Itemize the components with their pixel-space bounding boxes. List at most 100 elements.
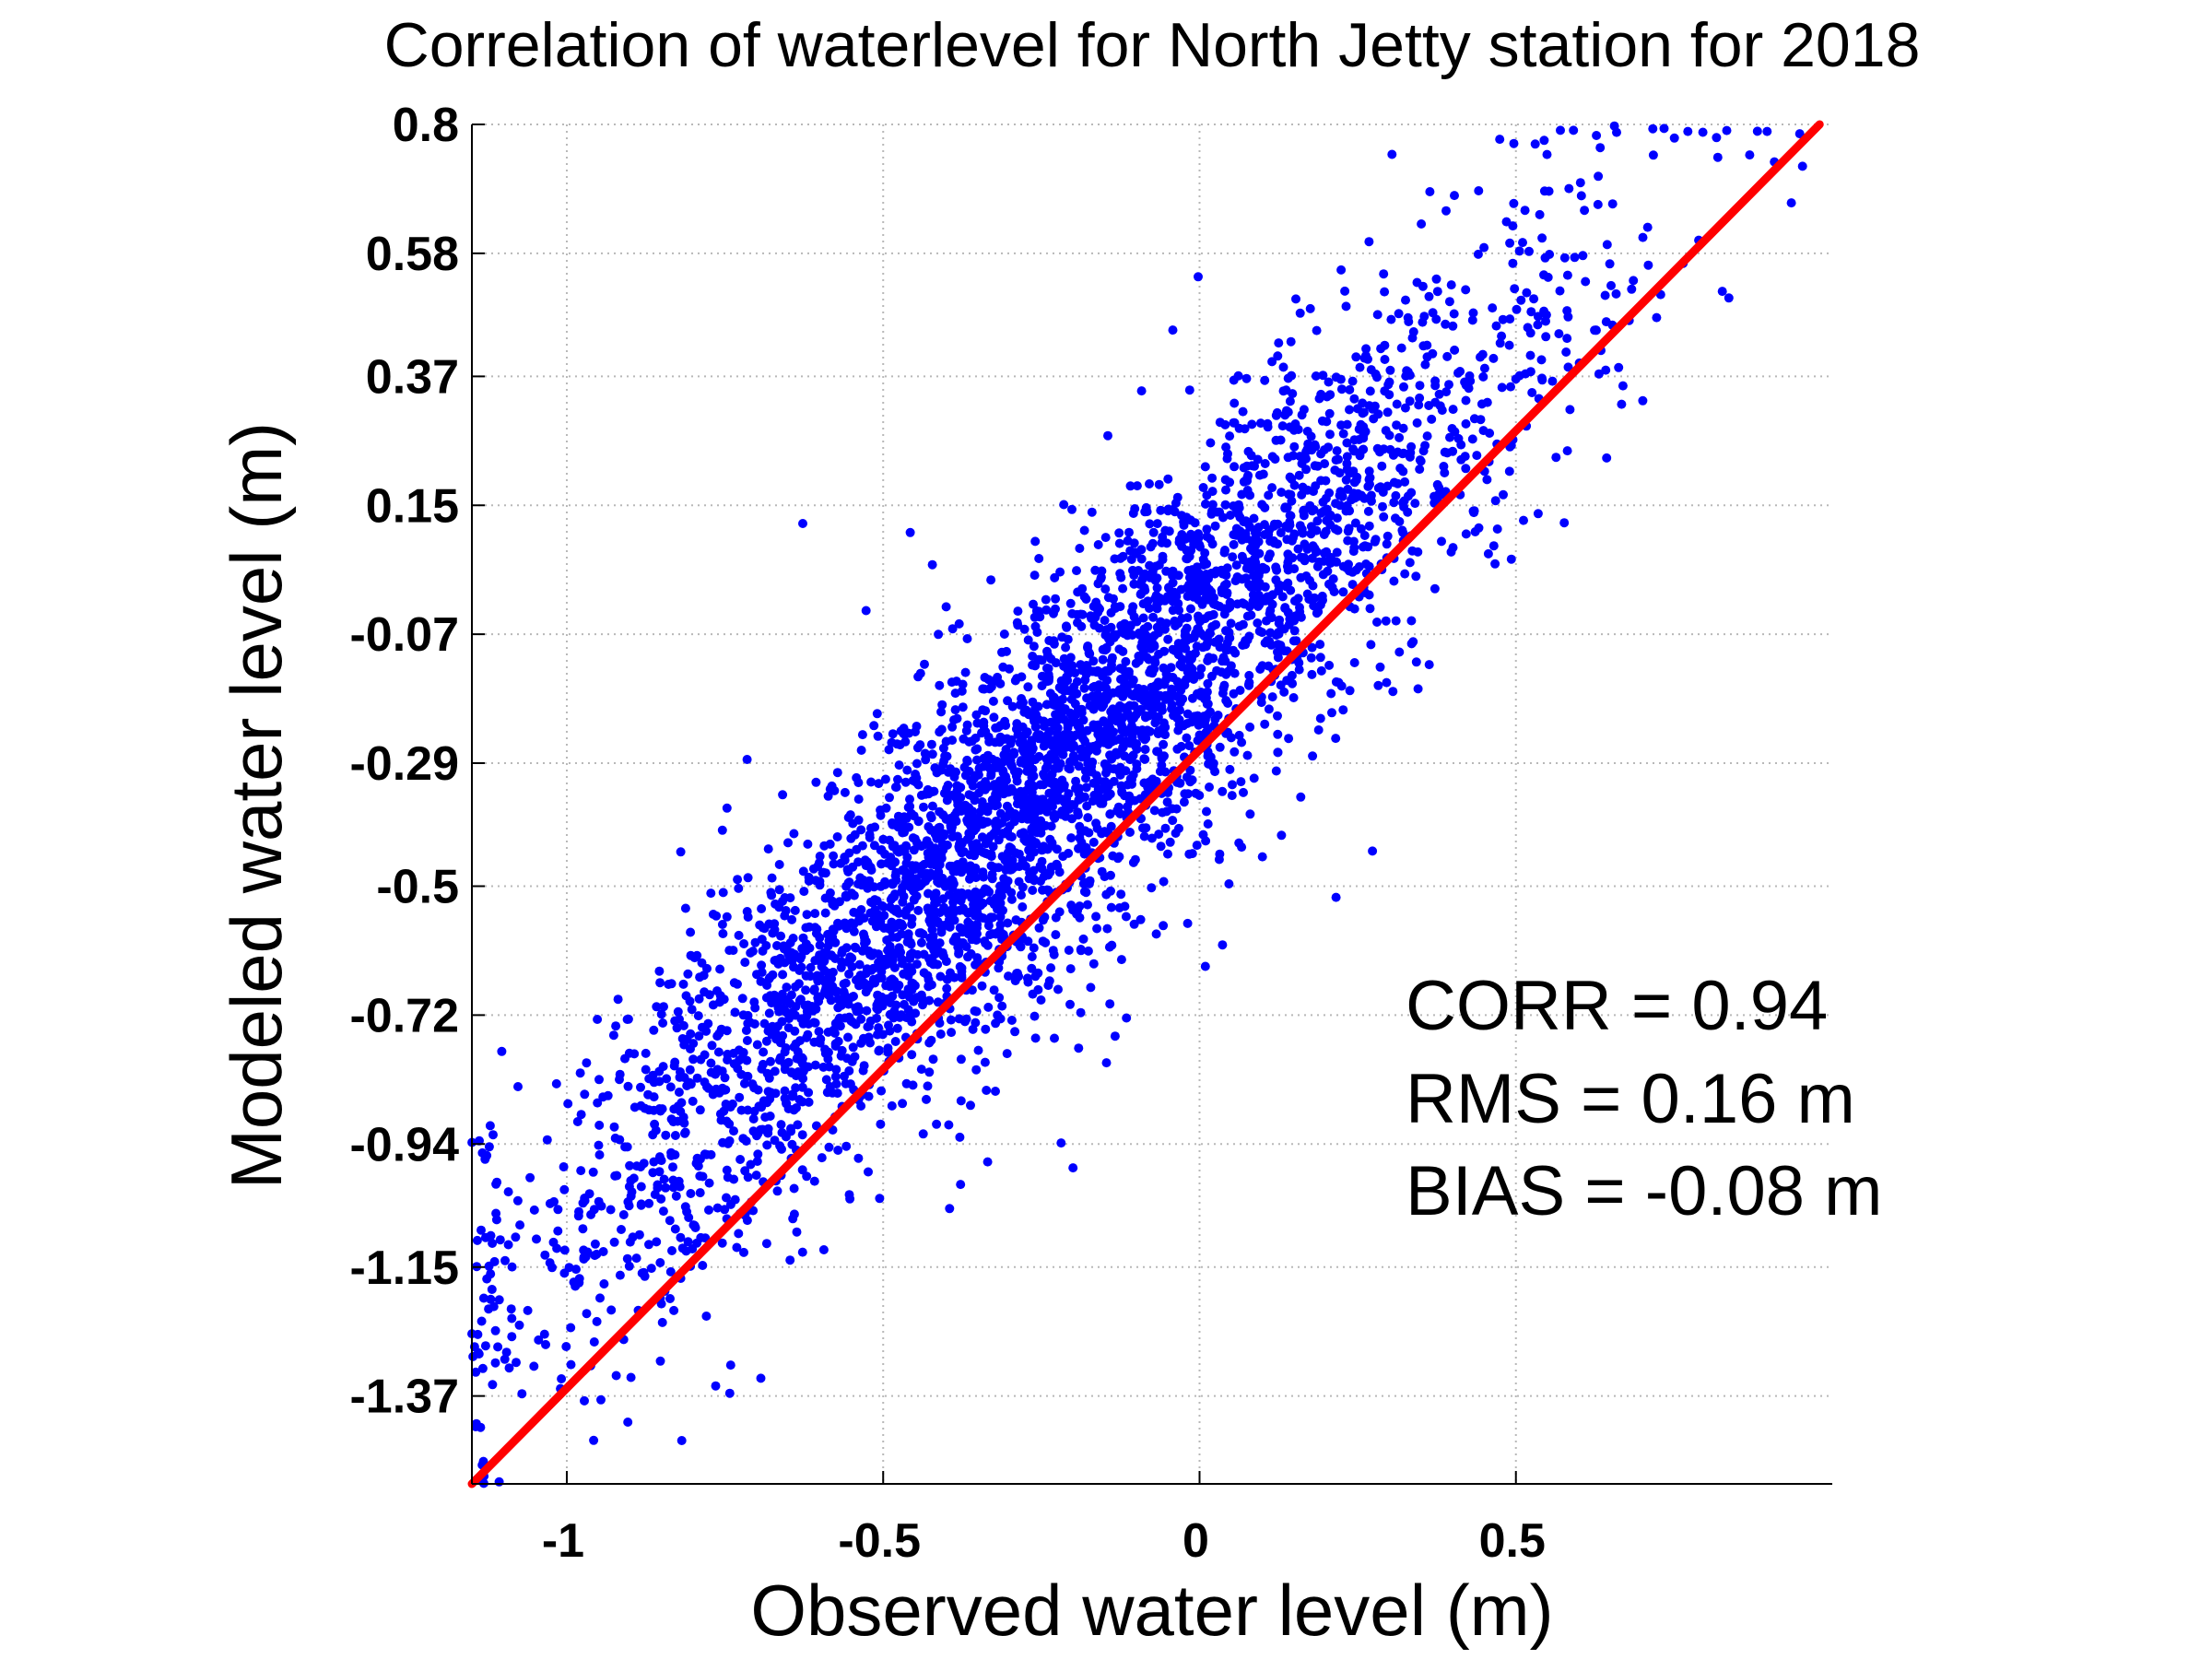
scatter-point [1240, 424, 1250, 434]
scatter-point [1331, 734, 1341, 744]
scatter-point [686, 927, 696, 937]
scatter-point [1175, 698, 1185, 708]
scatter-point [1034, 923, 1044, 933]
scatter-point [920, 748, 930, 759]
scatter-point [1073, 721, 1083, 731]
scatter-point [981, 1024, 991, 1034]
scatter-point [1013, 969, 1022, 978]
scatter-point [1405, 452, 1415, 462]
scatter-point [1297, 459, 1307, 468]
scatter-point [1168, 566, 1178, 576]
scatter-point [840, 787, 850, 797]
scatter-point [1145, 777, 1155, 787]
scatter-point [1123, 702, 1133, 712]
scatter-point [876, 1119, 886, 1129]
scatter-point [1033, 701, 1043, 712]
scatter-point [704, 1205, 713, 1215]
scatter-point [1064, 659, 1074, 669]
scatter-point [1430, 376, 1441, 386]
scatter-point [1082, 801, 1092, 811]
scatter-point [476, 1422, 486, 1432]
scatter-point [963, 952, 972, 962]
scatter-point [971, 959, 981, 970]
scatter-point [936, 924, 947, 935]
scatter-point [1336, 265, 1347, 275]
scatter-point [1041, 700, 1052, 710]
scatter-point [722, 1193, 731, 1203]
stats-annotation: CORR = 0.94 RMS = 0.16 m BIAS = -0.08 m [1406, 967, 1882, 1230]
scatter-point [582, 1309, 592, 1319]
scatter-point [1245, 563, 1255, 573]
scatter-point [1103, 593, 1113, 603]
scatter-point [1211, 619, 1221, 629]
scatter-point [1659, 124, 1669, 134]
scatter-point [1342, 419, 1352, 429]
scatter-point [1156, 505, 1166, 515]
scatter-point [793, 1120, 803, 1130]
scatter-point [902, 765, 912, 775]
scatter-point [942, 983, 952, 994]
scatter-point [706, 1058, 716, 1068]
scatter-point [1238, 406, 1248, 417]
scatter-point [987, 874, 997, 884]
scatter-point [1442, 448, 1453, 458]
scatter-point [718, 929, 728, 938]
scatter-point [1030, 838, 1041, 848]
scatter-point [615, 1270, 625, 1280]
scatter-point [1127, 751, 1137, 761]
scatter-point [967, 985, 977, 995]
scatter-point [713, 1047, 724, 1057]
y-tick-label: -0.72 [349, 989, 459, 1042]
scatter-point [815, 940, 825, 950]
scatter-point [1107, 656, 1116, 666]
scatter-point [672, 1023, 682, 1033]
scatter-point [1147, 567, 1158, 577]
scatter-point [1049, 949, 1059, 959]
scatter-point [652, 1002, 662, 1012]
scatter-point [1288, 693, 1299, 702]
scatter-point [936, 850, 947, 860]
scatter-point [993, 1010, 1003, 1020]
scatter-point [1225, 764, 1235, 774]
scatter-point [1167, 684, 1177, 694]
scatter-point [1578, 251, 1588, 261]
scatter-point [1441, 319, 1451, 329]
scatter-point [1126, 689, 1136, 700]
scatter-point [1031, 794, 1041, 805]
scatter-point [865, 832, 875, 842]
scatter-point [1288, 389, 1298, 399]
scatter-point [999, 789, 1009, 799]
scatter-point [1218, 688, 1228, 699]
scatter-point [872, 709, 882, 719]
scatter-point [724, 1119, 735, 1129]
scatter-point [874, 1046, 884, 1056]
scatter-point [992, 794, 1002, 804]
scatter-point [1110, 1031, 1120, 1041]
scatter-point [1269, 519, 1279, 529]
scatter-point [1220, 500, 1230, 510]
scatter-point [1200, 462, 1210, 472]
scatter-point [763, 844, 773, 854]
scatter-point [1406, 441, 1417, 452]
scatter-point [612, 1171, 622, 1181]
scatter-point [803, 1030, 813, 1040]
scatter-point [1345, 384, 1355, 394]
scatter-point [1561, 347, 1571, 357]
scatter-point [1278, 362, 1288, 372]
scatter-point [1214, 634, 1224, 644]
scatter-point [1333, 525, 1343, 535]
scatter-point [759, 1047, 769, 1057]
scatter-point [856, 1038, 866, 1048]
scatter-point [775, 1038, 785, 1048]
scatter-point [734, 883, 744, 893]
scatter-point [782, 1099, 792, 1109]
scatter-point [1280, 503, 1290, 513]
scatter-point [1461, 395, 1471, 406]
scatter-point [971, 710, 982, 720]
scatter-point [923, 1081, 933, 1091]
scatter-point [1273, 640, 1283, 650]
scatter-point [1428, 348, 1438, 359]
scatter-point [561, 1342, 571, 1351]
scatter-point [1109, 727, 1118, 737]
scatter-point [540, 1250, 550, 1260]
